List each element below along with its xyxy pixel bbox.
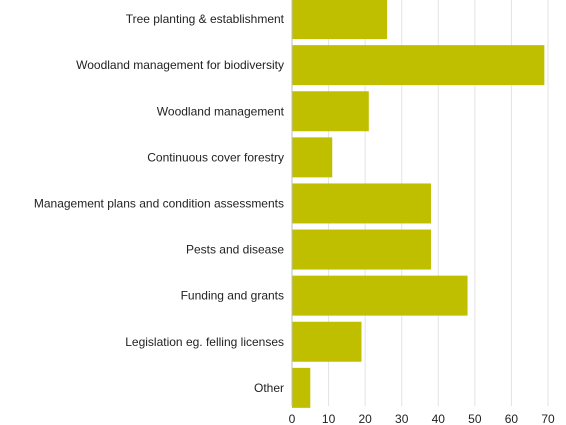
bar — [292, 229, 431, 270]
category-label: Funding and grants — [181, 289, 284, 303]
bar — [292, 367, 311, 408]
category-label: Woodland management — [157, 104, 285, 118]
x-tick-label: 40 — [432, 412, 446, 425]
category-label: Woodland management for biodiversity — [76, 58, 284, 72]
x-tick-label: 70 — [541, 412, 555, 425]
bar — [292, 0, 388, 40]
category-label: Other — [254, 381, 284, 395]
bars — [292, 0, 545, 408]
x-tick-labels: 0 10 20 30 40 50 60 70 — [289, 412, 555, 425]
category-label: Management plans and condition assessmen… — [34, 196, 284, 210]
category-label: Tree planting & establishment — [126, 12, 285, 26]
x-tick-label: 0 — [289, 412, 296, 425]
bar — [292, 137, 333, 178]
x-tick-label: 30 — [395, 412, 409, 425]
category-label: Legislation eg. felling licenses — [125, 335, 284, 349]
x-tick-label: 50 — [468, 412, 482, 425]
x-tick-label: 60 — [505, 412, 519, 425]
bar — [292, 91, 369, 132]
category-label: Pests and disease — [186, 243, 284, 257]
bar — [292, 275, 468, 316]
x-tick-label: 10 — [322, 412, 336, 425]
category-labels: Tree planting & establishment Woodland ma… — [34, 12, 285, 395]
x-tick-label: 20 — [358, 412, 372, 425]
bar — [292, 321, 362, 362]
bar — [292, 183, 431, 224]
bar — [292, 45, 545, 86]
category-label: Continuous cover forestry — [147, 150, 284, 164]
